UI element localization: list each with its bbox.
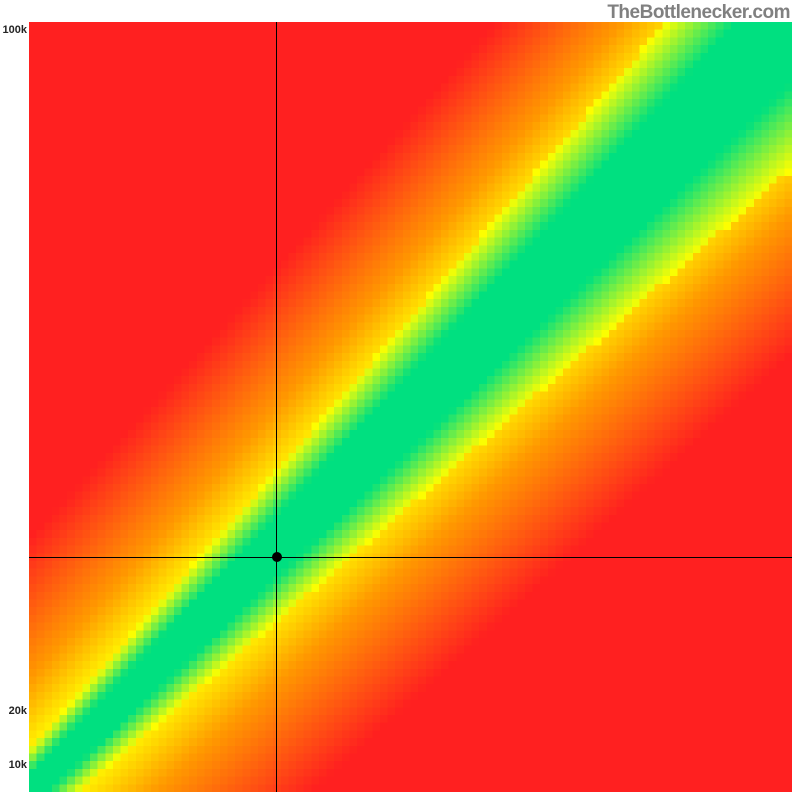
bottleneck-heatmap	[29, 22, 792, 792]
crosshair-marker	[272, 552, 282, 562]
chart-container: { "watermark": { "text": "TheBottlenecke…	[0, 0, 800, 800]
y-tick-label: 100k	[1, 24, 27, 36]
crosshair-vertical	[276, 22, 277, 792]
watermark: TheBottlenecker.com	[607, 2, 790, 24]
crosshair-horizontal	[29, 557, 792, 558]
y-tick-label: 10k	[1, 759, 27, 771]
y-tick-label: 20k	[1, 705, 27, 717]
